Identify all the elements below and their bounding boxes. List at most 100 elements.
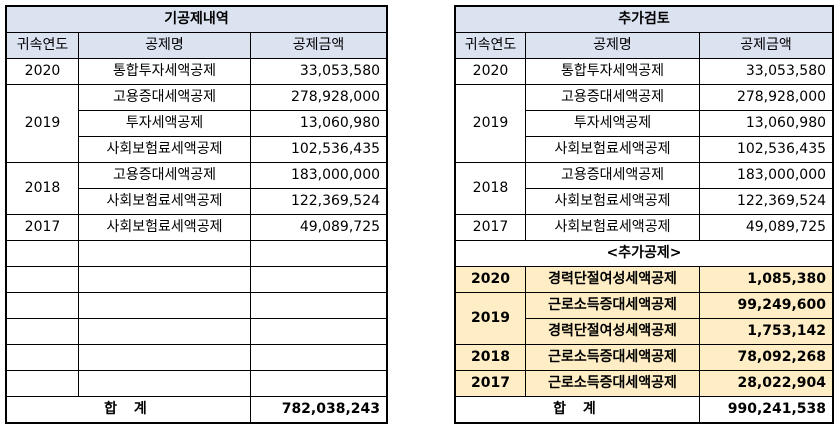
table-row: 2020 통합투자세액공제 33,053,580 bbox=[455, 58, 834, 85]
empty-cell bbox=[6, 318, 79, 345]
empty-cell bbox=[249, 318, 388, 345]
total-amount: 782,038,243 bbox=[249, 396, 388, 423]
year-cell: 2018 bbox=[455, 162, 526, 215]
empty-row bbox=[6, 344, 388, 371]
table-row: 투자세액공제 13,060,980 bbox=[456, 110, 834, 137]
empty-row bbox=[6, 370, 388, 397]
total-label: 합 계 bbox=[455, 396, 700, 423]
year-cell: 2017 bbox=[455, 214, 526, 241]
name-cell: 사회보험료세액공제 bbox=[78, 214, 251, 241]
empty-cell bbox=[78, 318, 251, 345]
year-cell: 2019 bbox=[6, 84, 79, 163]
name-cell: 사회보험료세액공제 bbox=[525, 136, 700, 163]
name-cell: 사회보험료세액공제 bbox=[525, 188, 700, 215]
empty-cell bbox=[249, 370, 388, 397]
name-cell: 경력단절여성세액공제 bbox=[525, 266, 700, 293]
amount-cell: 78,092,268 bbox=[698, 344, 834, 371]
year-cell: 2020 bbox=[455, 266, 526, 293]
deducted-history-table: 기공제내역 귀속연도 공제명 공제금액 2020 통합투자세액공제 33,053… bbox=[4, 5, 389, 424]
table-title-row: 기공제내역 bbox=[5, 6, 388, 33]
header-row: 귀속연도 공제명 공제금액 bbox=[6, 32, 388, 59]
year-cell: 2018 bbox=[455, 344, 526, 371]
additional-row: 2017 근로소득증대세액공제 28,022,904 bbox=[455, 370, 834, 397]
name-cell: 고용증대세액공제 bbox=[78, 162, 251, 189]
amount-cell: 278,928,000 bbox=[698, 84, 834, 111]
name-cell: 고용증대세액공제 bbox=[525, 84, 700, 111]
total-row: 합 계 782,038,243 bbox=[6, 396, 388, 423]
amount-cell: 102,536,435 bbox=[698, 136, 834, 163]
amount-cell: 122,369,524 bbox=[698, 188, 834, 215]
empty-cell bbox=[78, 292, 251, 319]
name-cell: 근로소득증대세액공제 bbox=[525, 344, 700, 371]
table-row: 2018 고용증대세액공제 183,000,000 bbox=[455, 162, 834, 215]
empty-cell bbox=[78, 240, 251, 267]
table-title-row: 추가검토 bbox=[454, 6, 834, 33]
year-cell: 2020 bbox=[455, 58, 526, 85]
amount-cell: 49,089,725 bbox=[698, 214, 834, 241]
name-cell: 사회보험료세액공제 bbox=[78, 188, 251, 215]
table-row: 2020 통합투자세액공제 33,053,580 bbox=[6, 58, 388, 85]
empty-row bbox=[6, 318, 388, 345]
table-row: 투자세액공제 13,060,980 bbox=[7, 110, 388, 137]
name-cell: 근로소득증대세액공제 bbox=[525, 370, 700, 397]
name-cell: 사회보험료세액공제 bbox=[525, 214, 700, 241]
additional-row: 2019 근로소득증대세액공제 99,249,600 bbox=[455, 292, 834, 345]
name-cell: 사회보험료세액공제 bbox=[78, 136, 251, 163]
amount-cell: 102,536,435 bbox=[249, 136, 388, 163]
empty-cell bbox=[6, 266, 79, 293]
name-cell: 투자세액공제 bbox=[78, 110, 251, 137]
year-cell: 2020 bbox=[6, 58, 79, 85]
table-title: 추가검토 bbox=[454, 6, 834, 33]
header-year: 귀속연도 bbox=[6, 32, 79, 59]
name-cell: 근로소득증대세액공제 bbox=[525, 292, 700, 319]
empty-cell bbox=[78, 370, 251, 397]
amount-cell: 49,089,725 bbox=[249, 214, 388, 241]
amount-cell: 1,753,142 bbox=[698, 318, 834, 345]
empty-cell bbox=[249, 240, 388, 267]
total-label: 합 계 bbox=[6, 396, 251, 423]
table-row: 사회보험료세액공제 102,536,435 bbox=[456, 136, 834, 163]
empty-cell bbox=[6, 240, 79, 267]
header-name: 공제명 bbox=[78, 32, 251, 59]
additional-row: 경력단절여성세액공제 1,753,142 bbox=[456, 318, 834, 345]
table-row: 사회보험료세액공제 122,369,524 bbox=[7, 188, 388, 215]
empty-row bbox=[6, 292, 388, 319]
empty-cell bbox=[249, 292, 388, 319]
header-name: 공제명 bbox=[525, 32, 700, 59]
empty-cell bbox=[249, 266, 388, 293]
amount-cell: 1,085,380 bbox=[698, 266, 834, 293]
amount-cell: 13,060,980 bbox=[249, 110, 388, 137]
name-cell: 경력단절여성세액공제 bbox=[525, 318, 700, 345]
name-cell: 통합투자세액공제 bbox=[78, 58, 251, 85]
amount-cell: 278,928,000 bbox=[249, 84, 388, 111]
table-row: 사회보험료세액공제 102,536,435 bbox=[7, 136, 388, 163]
additional-row: 2018 근로소득증대세액공제 78,092,268 bbox=[455, 344, 834, 371]
amount-cell: 33,053,580 bbox=[249, 58, 388, 85]
table-row: 2017 사회보험료세액공제 49,089,725 bbox=[6, 214, 388, 241]
table-title: 기공제내역 bbox=[5, 6, 388, 33]
empty-row bbox=[6, 266, 388, 293]
header-amount: 공제금액 bbox=[249, 32, 388, 59]
empty-cell bbox=[6, 370, 79, 397]
name-cell: 투자세액공제 bbox=[525, 110, 700, 137]
total-row: 합 계 990,241,538 bbox=[455, 396, 834, 423]
header-amount: 공제금액 bbox=[698, 32, 834, 59]
amount-cell: 28,022,904 bbox=[698, 370, 834, 397]
header-year: 귀속연도 bbox=[455, 32, 526, 59]
table-row: 2019 고용증대세액공제 278,928,000 bbox=[455, 84, 834, 163]
year-cell: 2017 bbox=[6, 214, 79, 241]
year-cell: 2019 bbox=[455, 292, 526, 345]
year-cell: 2017 bbox=[455, 370, 526, 397]
name-cell: 고용증대세액공제 bbox=[78, 84, 251, 111]
additional-row: 2020 경력단절여성세액공제 1,085,380 bbox=[455, 266, 834, 293]
amount-cell: 13,060,980 bbox=[698, 110, 834, 137]
additional-section-row: <추가공제> bbox=[454, 240, 834, 267]
table-row: 사회보험료세액공제 122,369,524 bbox=[456, 188, 834, 215]
empty-cell bbox=[249, 344, 388, 371]
name-cell: 고용증대세액공제 bbox=[525, 162, 700, 189]
year-cell: 2018 bbox=[6, 162, 79, 215]
amount-cell: 122,369,524 bbox=[249, 188, 388, 215]
empty-cell bbox=[78, 344, 251, 371]
amount-cell: 183,000,000 bbox=[698, 162, 834, 189]
table-row: 2017 사회보험료세액공제 49,089,725 bbox=[455, 214, 834, 241]
